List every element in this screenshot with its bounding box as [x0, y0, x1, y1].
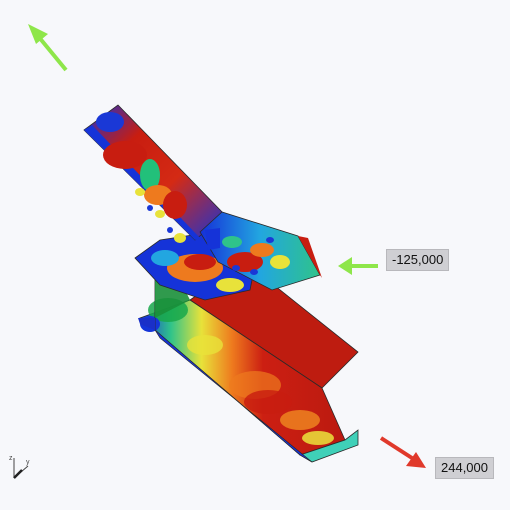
load-label-tension: 244,000 — [435, 457, 494, 479]
axis-z-label: z — [9, 455, 13, 462]
beam-bottom-flange — [154, 329, 313, 463]
load-arrow-lower-right — [379, 436, 426, 468]
axis-triad-icon: z y — [9, 455, 30, 479]
load-arrow-right — [338, 257, 378, 275]
load-arrow-upper-left — [28, 24, 68, 72]
axis-y-label: y — [26, 459, 30, 466]
load-label-compression: -125,000 — [386, 249, 450, 271]
